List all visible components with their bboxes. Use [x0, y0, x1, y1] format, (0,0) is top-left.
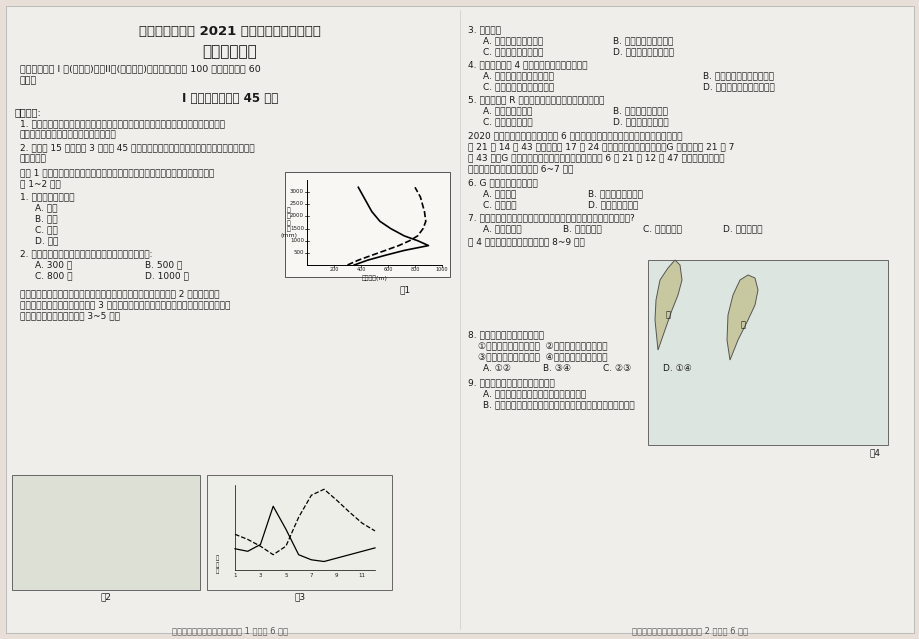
Text: 200: 200	[329, 267, 338, 272]
Text: 甲: 甲	[664, 310, 670, 319]
Text: ③甲岛的比例尺小于乙岛  ④两岛都处于板块边界处: ③甲岛的比例尺小于乙岛 ④两岛都处于板块边界处	[478, 352, 607, 361]
Text: 目要求的。: 目要求的。	[20, 154, 47, 163]
Text: C. ②③: C. ②③	[602, 364, 630, 373]
Text: 3: 3	[258, 573, 262, 578]
Text: A. 甲岛东部受地形和暖流影响，降水丰富: A. 甲岛东部受地形和暖流影响，降水丰富	[482, 389, 585, 398]
Text: 800: 800	[410, 267, 419, 272]
Text: 6. G 国北部的植被类型为: 6. G 国北部的植被类型为	[468, 178, 538, 187]
Text: B. 500 米: B. 500 米	[145, 260, 182, 269]
Text: 读图 1 我国某山地西坡（实线）和东坡（虚线）年降水量随高度变化示意图，回: 读图 1 我国某山地西坡（实线）和东坡（虚线）年降水量随高度变化示意图，回	[20, 168, 214, 177]
Text: B. 亚热带常绿阔叶林: B. 亚热带常绿阔叶林	[587, 189, 642, 198]
Text: 图4: 图4	[868, 448, 879, 457]
Text: 7: 7	[310, 573, 312, 578]
Text: 11: 11	[358, 573, 366, 578]
Text: 图2: 图2	[100, 592, 111, 601]
Text: D. ①④: D. ①④	[663, 364, 691, 373]
Text: C. 向西、升高: C. 向西、升高	[642, 224, 681, 233]
Text: D. 湖面风较大、流域降水多: D. 湖面风较大、流域降水多	[702, 82, 774, 91]
Text: B. 湖水流速快、流域降水少: B. 湖水流速快、流域降水少	[702, 71, 773, 80]
Text: B. 泥沙淤积总量减少: B. 泥沙淤积总量减少	[612, 106, 667, 115]
Text: A. 向东、升高: A. 向东、升高	[482, 224, 521, 233]
Text: D. 1000 米: D. 1000 米	[145, 271, 188, 280]
Text: B. 热季洪泛区面积最大: B. 热季洪泛区面积最大	[612, 36, 673, 45]
Text: 分钟。: 分钟。	[20, 76, 37, 85]
Text: 5: 5	[284, 573, 288, 578]
Bar	[647, 260, 887, 445]
Text: A. 湖南: A. 湖南	[35, 203, 57, 212]
Text: 图1: 图1	[399, 285, 410, 294]
Text: A. 湖面风较大、湖泊水位低: A. 湖面风较大、湖泊水位低	[482, 71, 553, 80]
Text: 高三第一次月考地理学科试题第 1 页（共 6 页）: 高三第一次月考地理学科试题第 1 页（共 6 页）	[172, 626, 288, 635]
Bar	[12, 475, 199, 590]
Text: 图3: 图3	[294, 592, 305, 601]
Text: 4. 影响洞里萨湖 4 月含沙量最大的主要原因是: 4. 影响洞里萨湖 4 月含沙量最大的主要原因是	[468, 60, 587, 69]
Polygon shape	[654, 260, 681, 350]
Text: 9. 关于两岛气候的叙述，错误的是: 9. 关于两岛气候的叙述，错误的是	[468, 378, 554, 387]
Text: I 卷（选择题，共 45 分）: I 卷（选择题，共 45 分）	[182, 92, 278, 105]
Text: 洞里萨湖位于湄公河下游平原，其水文特征深受湄公河的影响。图 2 示意湄公河流: 洞里萨湖位于湄公河下游平原，其水文特征深受湄公河的影响。图 2 示意湄公河流	[20, 289, 220, 298]
Text: 1. 每小题选出答案后，用铅笔把地理答题卡上对应题目的答案标号涂黑。如需改动，: 1. 每小题选出答案后，用铅笔把地理答题卡上对应题目的答案标号涂黑。如需改动，	[20, 119, 225, 128]
Text: 答 1~2 题。: 答 1~2 题。	[20, 179, 61, 188]
Text: A. ①②: A. ①②	[482, 364, 510, 373]
Text: 2500: 2500	[289, 201, 303, 206]
Text: 1: 1	[233, 573, 236, 578]
Polygon shape	[726, 275, 757, 360]
Text: 年
降
水
量
(mm): 年 降 水 量 (mm)	[280, 207, 297, 238]
Text: 时 43 分。G 国北部地区此次日环食开始于北京时间 6 月 21 日 12 时 47 分，当地观测者可: 时 43 分。G 国北部地区此次日环食开始于北京时间 6 月 21 日 12 时…	[468, 153, 724, 162]
Text: 用橡皮擦干净后，再选涂其他答案标号。: 用橡皮擦干净后，再选涂其他答案标号。	[20, 130, 117, 139]
Text: B. 上海: B. 上海	[35, 214, 58, 223]
Text: A. 热带荒漠: A. 热带荒漠	[482, 189, 516, 198]
Text: C. 洪泛区面积扩大: C. 洪泛区面积扩大	[482, 117, 532, 126]
Text: B. 乙岛东部受信风和暖流影响，降水丰富，形成热带雨林气候: B. 乙岛东部受信风和暖流影响，降水丰富，形成热带雨林气候	[482, 400, 634, 409]
Text: 地理学科试卷: 地理学科试卷	[202, 44, 257, 59]
Text: A. 300 米: A. 300 米	[35, 260, 73, 269]
Text: 本试卷分为第 I 卷(选择题)和第II卷(非选择题)两部分，满分为 100 分，考试用时 60: 本试卷分为第 I 卷(选择题)和第II卷(非选择题)两部分，满分为 100 分，…	[20, 64, 260, 73]
Text: D. 水温年际变化减小: D. 水温年际变化减小	[612, 117, 668, 126]
Text: 600: 600	[383, 267, 392, 272]
Text: 高三第一次月考地理学科试题第 2 页（共 6 页）: 高三第一次月考地理学科试题第 2 页（共 6 页）	[631, 626, 747, 635]
Text: 1. 该山地最可能位于: 1. 该山地最可能位于	[20, 192, 74, 201]
Text: A. 雨季湖水含沙量增大: A. 雨季湖水含沙量增大	[482, 36, 542, 45]
Text: D. 河北: D. 河北	[35, 236, 58, 245]
Text: 1000: 1000	[436, 267, 448, 272]
Text: 8. 关于两岛的说法，正确的是: 8. 关于两岛的说法，正确的是	[468, 330, 543, 339]
Text: 9: 9	[335, 573, 338, 578]
Text: B. 向东、降低: B. 向东、降低	[562, 224, 601, 233]
Text: ①两岛山脉走向大致相同  ②两岛地形都是东陡西缓: ①两岛山脉走向大致相同 ②两岛地形都是东陡西缓	[478, 341, 607, 350]
Text: 海拔高度(m): 海拔高度(m)	[361, 275, 387, 281]
Text: D. 温带落叶阔叶林: D. 温带落叶阔叶林	[587, 200, 638, 209]
Text: 7. 厦门观测者观测过程中应如何调整天文望远镜镜筒的朝向和高度?: 7. 厦门观测者观测过程中应如何调整天文望远镜镜筒的朝向和高度?	[468, 213, 634, 222]
Text: C. 湖水流速慢、湖泊水位低: C. 湖水流速慢、湖泊水位低	[482, 82, 553, 91]
Text: 1000: 1000	[289, 238, 303, 243]
Text: D. 向西、降低: D. 向西、降低	[722, 224, 762, 233]
Text: 3. 洞里萨湖: 3. 洞里萨湖	[468, 25, 501, 34]
Text: C. 旱季主湖区输沙量大: C. 旱季主湖区输沙量大	[482, 47, 543, 56]
Text: 2. 该山东、西坡降水量相差最大处的海拔高度大约是:: 2. 该山东、西坡降水量相差最大处的海拔高度大约是:	[20, 249, 153, 258]
Text: 乙: 乙	[740, 320, 744, 329]
Text: D. 湖面积年季节变化大: D. 湖面积年季节变化大	[612, 47, 674, 56]
Text: B. ③④: B. ③④	[542, 364, 571, 373]
Text: 2000: 2000	[289, 213, 303, 219]
Bar	[285, 172, 449, 277]
Text: 5. 若在湄公河 R 处修建大型水利工程将导致洞里萨湖: 5. 若在湄公河 R 处修建大型水利工程将导致洞里萨湖	[468, 95, 604, 104]
Bar	[207, 475, 391, 590]
Text: 域部分地区及洞里萨湖位置。图 3 示意洞里萨湖主湖区与洪泛区含沙量和湖水多年平均: 域部分地区及洞里萨湖位置。图 3 示意洞里萨湖主湖区与洪泛区含沙量和湖水多年平均	[20, 300, 230, 309]
Text: 图 4 是世界两岛示图，读图完成 8~9 题。: 图 4 是世界两岛示图，读图完成 8~9 题。	[468, 237, 584, 246]
Text: 注意事项:: 注意事项:	[15, 107, 41, 117]
Text: 含
沙
量: 含 沙 量	[215, 556, 219, 574]
Text: 1500: 1500	[289, 226, 303, 231]
Text: 以看到环食日出的奇景。回答 6~7 题。: 以看到环食日出的奇景。回答 6~7 题。	[468, 164, 573, 173]
Text: 间 21 日 14 时 43 分，结束于 17 时 24 分，当厦门日环食开始时，G 国的区时为 21 日 7: 间 21 日 14 时 43 分，结束于 17 时 24 分，当厦门日环食开始时…	[468, 142, 733, 151]
Text: 500: 500	[293, 250, 303, 255]
Text: 400: 400	[356, 267, 365, 272]
Text: 体积的年节变化。据此完成 3~5 题。: 体积的年节变化。据此完成 3~5 题。	[20, 311, 119, 320]
Text: 3000: 3000	[289, 189, 303, 194]
Text: 2020 年最有意义的天象是发生在 6 月份的日环食。我国厦门市日环食开始于北京时: 2020 年最有意义的天象是发生在 6 月份的日环食。我国厦门市日环食开始于北京…	[468, 131, 682, 140]
Text: 天津市耀华中学 2021 届高三年级第一次月考: 天津市耀华中学 2021 届高三年级第一次月考	[139, 25, 321, 38]
Text: C. 青海: C. 青海	[35, 225, 58, 234]
Text: C. 热带雨林: C. 热带雨林	[482, 200, 516, 209]
Text: C. 800 米: C. 800 米	[35, 271, 73, 280]
Text: 2. 本卷共 15 题，每题 3 分，共 45 分。在每题列出的四个选项中，只有一项是最符合题: 2. 本卷共 15 题，每题 3 分，共 45 分。在每题列出的四个选项中，只有…	[20, 143, 255, 152]
Text: A. 生物多样性增加: A. 生物多样性增加	[482, 106, 532, 115]
